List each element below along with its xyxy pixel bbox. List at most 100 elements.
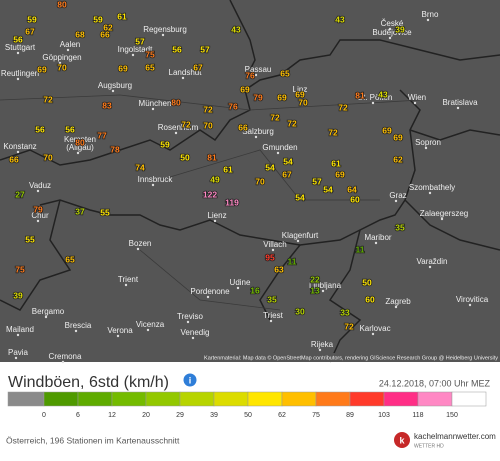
station-value: 77: [97, 130, 107, 140]
map-background: [0, 0, 500, 362]
station-value: 66: [100, 29, 110, 39]
station-value: 79: [253, 92, 263, 102]
station-value: 72: [203, 104, 213, 114]
city-label: Udine: [230, 278, 251, 287]
station-value: 75: [145, 49, 155, 59]
city-label: Zagreb: [385, 297, 411, 306]
station-value: 49: [210, 174, 220, 184]
city-dot: [76, 151, 80, 155]
station-value: 122: [203, 189, 217, 199]
legend-swatch: [417, 391, 453, 407]
legend-swatch: [111, 391, 147, 407]
city-label: Ljubljana: [309, 281, 342, 290]
station-value: 57: [312, 176, 322, 186]
station-value: 70: [203, 120, 213, 130]
station-value: 67: [282, 169, 292, 179]
city-dot: [440, 217, 444, 221]
station-value: 66: [238, 122, 248, 132]
station-value: 67: [25, 26, 35, 36]
station-value: 63: [274, 264, 284, 274]
station-value: 69: [393, 132, 403, 142]
station-value: 50: [362, 277, 372, 287]
city-dot: [426, 18, 430, 22]
station-value: 78: [110, 144, 120, 154]
city-label: Vicenza: [136, 320, 165, 329]
city-dot: [131, 53, 135, 57]
station-value: 65: [280, 68, 290, 78]
roads: [0, 94, 421, 311]
city-dot: [181, 76, 185, 80]
city-label: Zalaegerszeg: [420, 209, 468, 218]
city-dot: [16, 150, 20, 154]
legend-threshold: 89: [346, 412, 354, 419]
station-value: 11: [356, 244, 365, 254]
city-dot: [456, 106, 460, 110]
city-label: Ingolstadt: [118, 45, 153, 54]
city-dot: [151, 183, 155, 187]
station-value: 61: [331, 158, 341, 168]
station-value: 11: [288, 256, 297, 266]
city-label: Bozen: [129, 239, 152, 248]
legend-swatch: [145, 391, 181, 407]
station-value: 60: [350, 194, 360, 204]
station-value: 54: [265, 162, 275, 172]
city-dot: [276, 151, 280, 155]
legend-swatch: [179, 391, 215, 407]
info-icon[interactable]: [183, 373, 197, 387]
logo-sub: WETTER HD: [414, 443, 444, 449]
city-dot: [236, 286, 240, 290]
city-dot: [413, 101, 417, 105]
city-label: Konstanz: [3, 142, 36, 151]
station-value: 70: [43, 152, 53, 162]
station-value: 68: [75, 29, 85, 39]
legend-swatch: [7, 391, 45, 407]
city-label: Villach: [263, 240, 286, 249]
station-value: 60: [365, 294, 375, 304]
city-label: Linz: [293, 85, 308, 94]
station-value: 35: [395, 222, 405, 232]
city-dot: [318, 348, 322, 352]
station-value: 57: [200, 44, 210, 54]
legend-threshold: 29: [176, 412, 184, 419]
station-value: 69: [37, 64, 47, 74]
station-value: 54: [283, 156, 293, 166]
city-dot: [16, 77, 20, 81]
city-dot: [124, 283, 128, 287]
city-dot: [254, 73, 258, 77]
city-dot: [74, 329, 78, 333]
city-dot: [213, 219, 217, 223]
city-dot: [16, 51, 20, 55]
city-dot: [428, 265, 432, 269]
station-value: 69: [295, 89, 305, 99]
city-label: (Allgäu): [66, 143, 94, 152]
station-value: 54: [323, 184, 333, 194]
city-dot: [296, 93, 300, 97]
city-dot: [394, 199, 398, 203]
city-dot: [146, 328, 150, 332]
city-dot: [271, 248, 275, 252]
station-value: 39: [13, 290, 23, 300]
city-label: Varaždin: [417, 257, 448, 266]
city-label: Chur: [31, 211, 49, 220]
city-dot: [186, 320, 190, 324]
city-label: Venedig: [181, 328, 210, 337]
legend-threshold: 50: [244, 412, 252, 419]
legend-swatch: [213, 391, 249, 407]
city-dot: [116, 334, 120, 338]
city-label: Verona: [107, 326, 133, 335]
city-label: Reutlingen: [1, 69, 39, 78]
station-value: 95: [265, 252, 275, 262]
station-value: 61: [117, 11, 127, 21]
legend-swatch: [43, 391, 79, 407]
city-label: Graz: [389, 191, 406, 200]
station-value: 72: [181, 119, 191, 129]
city-label: Pordenone: [190, 287, 230, 296]
legend-swatch: [247, 391, 283, 407]
station-value: 79: [33, 204, 43, 214]
station-value: 37: [75, 206, 85, 216]
station-value: 81: [207, 152, 217, 162]
station-value: 69: [277, 92, 287, 102]
city-label: Augsburg: [98, 81, 132, 90]
logo: kachelmannwetter.com: [414, 432, 496, 441]
